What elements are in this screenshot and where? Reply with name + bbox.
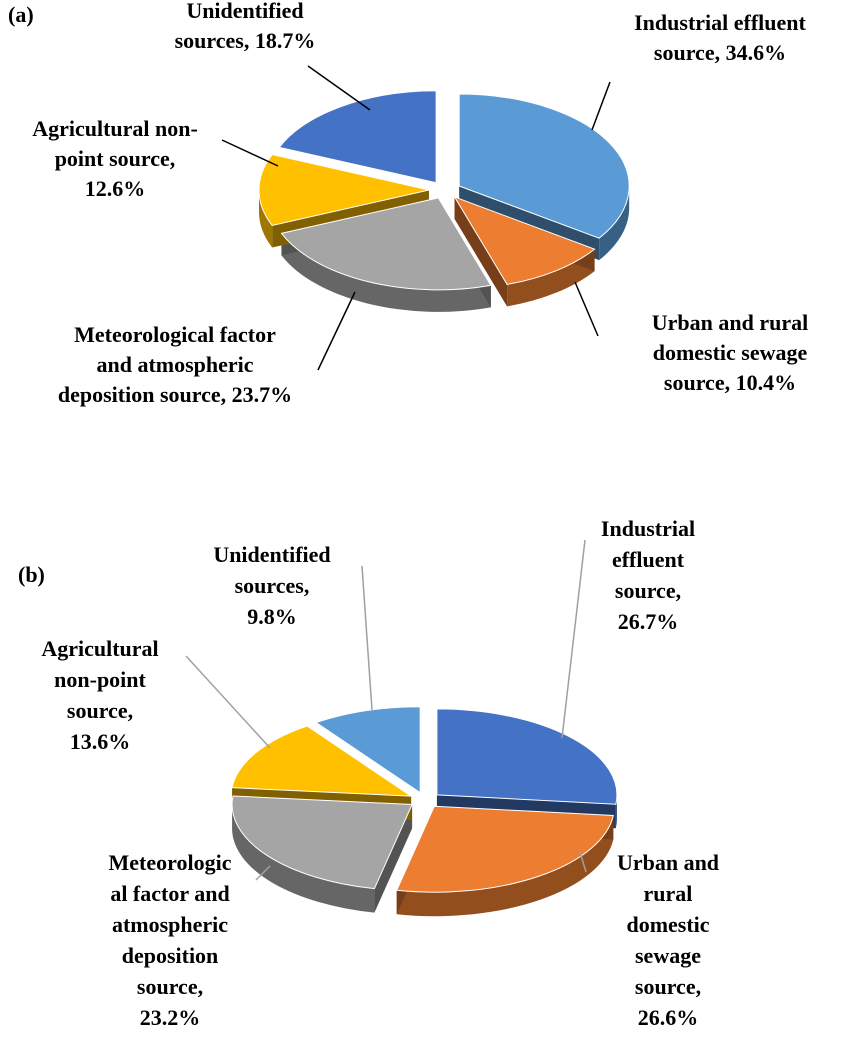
slice-label-line: Industrial effluent (634, 10, 806, 35)
slice-label-line: source, 34.6% (654, 40, 786, 65)
slice-label-line: Urban and rural (652, 310, 808, 335)
slice-label-line: source, (137, 974, 203, 999)
slice-label-line: Urban and (617, 850, 719, 875)
slice-label-line: Meteorological factor (74, 322, 276, 347)
slice-label-line: Unidentified (186, 0, 303, 23)
pie-slice-side (259, 190, 273, 248)
slice-label-line: 9.8% (247, 604, 297, 629)
pie-labels: Industrial effluent source, 34.6% Urban an… (32, 0, 808, 407)
slice-label-line: 26.7% (618, 609, 679, 634)
pie-slice (231, 725, 413, 797)
slice-label: Unidentified sources, 9.8% (213, 542, 330, 629)
slice-label: Industrial effluent source, 34.6% (634, 10, 806, 65)
slice-label-line: atmospheric (112, 912, 228, 937)
slice-label-line: Unidentified (213, 542, 330, 567)
pie-top-layer (231, 706, 618, 893)
slice-label-line: Meteorologic (109, 850, 232, 875)
pie-chart-b: (b) Industrial effluent source, 26.7% Urban a… (18, 516, 719, 1030)
slice-label: Meteorological factor and atmospheric depo… (58, 322, 292, 407)
pie-slice (314, 706, 421, 794)
slice-label-line: rural (644, 881, 693, 906)
pie-slice (231, 795, 413, 890)
slice-label: Unidentified sources, 18.7% (175, 0, 316, 53)
slice-label-line: and atmospheric (96, 352, 253, 377)
pie-slice (453, 195, 596, 285)
slice-label: Urban and rural domestic sewage source, 26.6% (617, 850, 719, 1030)
panel-label: (a) (8, 2, 34, 27)
slice-label-line: 13.6% (70, 729, 131, 754)
slice-label-line: deposition source, 23.7% (58, 382, 292, 407)
pie-slice-side (396, 815, 614, 917)
pie-slice (458, 93, 630, 239)
slice-label-line: source, 10.4% (664, 370, 796, 395)
slice-label: Industrial effluent source, 26.7% (601, 516, 695, 634)
slice-label-line: 12.6% (85, 176, 146, 201)
slice-label-line: source, (67, 698, 133, 723)
pie-slice-side (232, 804, 375, 913)
slice-label: Agricultural non-point source, 12.6% (32, 116, 198, 201)
leader-line (579, 851, 587, 873)
leader-line (255, 865, 271, 881)
pie-labels: Industrial effluent source, 26.7% Urban and r… (41, 516, 719, 1030)
slice-label-line: point source, (55, 146, 176, 171)
slice-label-line: deposition (122, 943, 219, 968)
slice-label-line: source, (635, 974, 701, 999)
leader-line (307, 65, 371, 111)
pie-slice (278, 90, 437, 184)
leader-line (317, 291, 356, 371)
slice-label-line: source, (615, 578, 681, 603)
slice-label-line: Industrial (601, 516, 695, 541)
slice-label-line: al factor and (110, 881, 229, 906)
pie-slice-cut (374, 804, 413, 913)
pie-slice (395, 805, 614, 893)
leader-line (591, 81, 611, 131)
slice-label-line: sources, 18.7% (175, 28, 316, 53)
leader-line (361, 565, 373, 711)
slice-label-line: 23.2% (140, 1005, 201, 1030)
slice-label-line: Agricultural non- (32, 116, 198, 141)
slice-label-line: domestic (626, 912, 709, 937)
pie-slice (258, 153, 430, 227)
pie-slice (436, 708, 618, 805)
pie-slice-side (281, 233, 491, 312)
pie-slice (280, 197, 492, 291)
slice-label: Meteorologic al factor and atmospheric depo… (109, 850, 232, 1030)
slice-label-line: 26.6% (638, 1005, 699, 1030)
slice-label-line: sewage (635, 943, 701, 968)
slice-label-line: non-point (54, 667, 146, 692)
leader-line (221, 139, 279, 167)
slice-label: Agricultural non-point source, 13.6% (41, 636, 158, 754)
panel-label: (b) (18, 562, 45, 587)
pie-slice-side (599, 185, 630, 261)
leader-line (561, 539, 586, 739)
slice-label-line: effluent (612, 547, 685, 572)
leader-line (185, 655, 271, 749)
pie-top-layer (258, 90, 630, 291)
slice-label: Urban and rural domestic sewage source, 10… (652, 310, 808, 395)
slice-label-line: Agricultural (41, 636, 158, 661)
pie-slice-cut (454, 196, 508, 307)
leader-line (574, 281, 599, 337)
pie-chart-a: (a) Industrial effluent source, 34.6% Urban… (8, 0, 808, 407)
slice-label-line: sources, (235, 573, 310, 598)
slice-label-line: domestic sewage (653, 340, 808, 365)
